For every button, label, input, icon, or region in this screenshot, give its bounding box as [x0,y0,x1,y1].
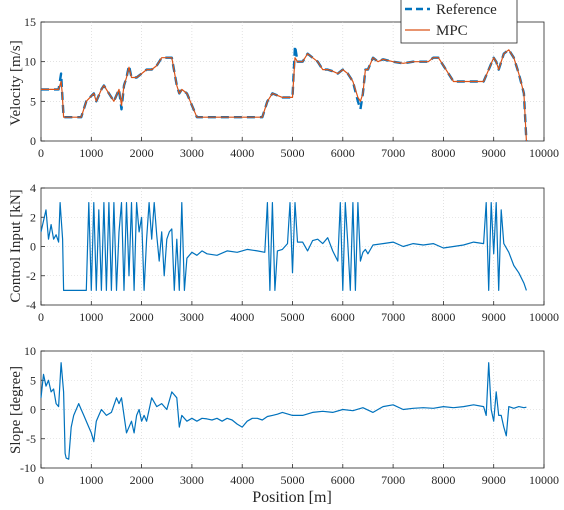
velocity-x-tick-label: 2000 [130,146,154,160]
slope-x-tick-label: 0 [38,473,44,487]
velocity-x-tick-label: 6000 [331,146,355,160]
slope-x-tick-label: 6000 [331,473,355,487]
control-input-x-tick-label: 0 [38,310,44,324]
slope-x-tick-label: 10000 [529,473,559,487]
control-input-y-tick-label: -2 [26,269,36,283]
velocity-x-tick-label: 8000 [431,146,455,160]
velocity-grid [41,22,544,141]
control-input-x-tick-label: 3000 [180,310,204,324]
velocity-x-tick-label: 4000 [230,146,254,160]
control-input-panel: Control Input [kN] 0 1000 2000 3000 4000 5000… [8,181,559,324]
slope-x-tick-label: 4000 [230,473,254,487]
slope-y-tick-label: -10 [20,461,36,475]
slope-x-tick-label: 9000 [482,473,506,487]
velocity-y-tick-label: 10 [24,55,36,69]
slope-series-line [40,362,527,460]
velocity-x-tick-label: 3000 [180,146,204,160]
legend-mpc-label: MPC [436,23,468,39]
slope-x-tick-label: 8000 [431,473,455,487]
control-input-x-tick-label: 8000 [431,310,455,324]
slope-y-axis-label: Slope [degree] [8,366,24,454]
velocity-x-tick-label: 7000 [381,146,405,160]
slope-x-tick-label: 5000 [281,473,305,487]
velocity-series-mpc [41,49,527,142]
position-x-axis-label: Position [m] [252,489,332,506]
legend-box [400,0,518,44]
control-input-x-tick-label: 9000 [482,310,506,324]
control-input-x-tick-label: 6000 [331,310,355,324]
control-input-series-line [40,202,527,291]
velocity-y-tick-label: 15 [24,15,36,29]
slope-y-tick-label: 0 [30,403,36,417]
control-input-x-tick-label: 4000 [230,310,254,324]
legend: Reference MPC [400,0,518,44]
slope-x-tick-label: 2000 [130,473,154,487]
control-input-y-tick-label: 4 [30,181,36,195]
control-input-y-tick-label: 2 [30,210,36,224]
control-input-y-tick-label: -4 [26,298,36,312]
velocity-x-tick-label: 10000 [529,146,559,160]
slope-x-tick-label: 1000 [79,473,103,487]
velocity-x-tick-label: 0 [38,146,44,160]
control-input-x-tick-label: 10000 [529,310,559,324]
velocity-y-tick-label: 5 [30,94,36,108]
control-input-y-axis-label: Control Input [kN] [8,189,24,302]
slope-x-tick-label: 3000 [180,473,204,487]
velocity-x-tick-label: 9000 [482,146,506,160]
velocity-y-axis-label: Velocity [m/s] [8,40,24,125]
control-input-y-tick-label: 0 [30,240,36,254]
slope-plot-area [40,350,545,469]
slope-y-tick-label: -5 [26,432,36,446]
legend-reference-label: Reference [436,2,497,18]
control-input-x-tick-label: 7000 [381,310,405,324]
control-input-x-tick-label: 2000 [130,310,154,324]
velocity-x-tick-label: 5000 [281,146,305,160]
slope-y-tick-label: 5 [30,373,36,387]
velocity-x-tick-label: 1000 [79,146,103,160]
slope-panel: Slope [degree] Position [m] 0 1000 2000 300… [8,344,559,506]
velocity-y-tick-label: 0 [30,134,36,148]
control-input-x-tick-label: 1000 [79,310,103,324]
slope-x-tick-label: 7000 [381,473,405,487]
slope-y-tick-label: 10 [24,344,36,358]
control-input-x-tick-label: 5000 [281,310,305,324]
